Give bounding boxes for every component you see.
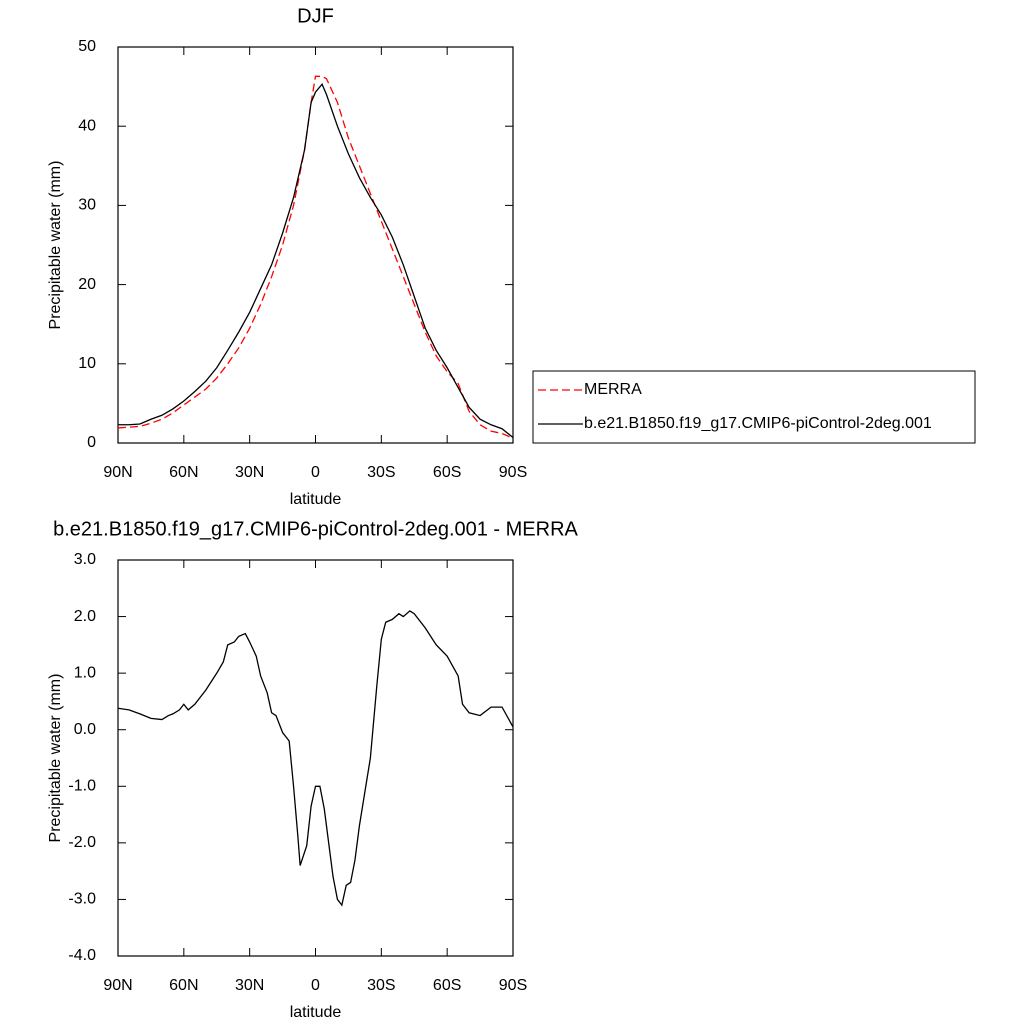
y-tick-label: 3.0 xyxy=(74,551,96,568)
y-tick-label: 0 xyxy=(87,434,96,451)
x-tick-label: 0 xyxy=(311,464,320,481)
y-tick-label: 20 xyxy=(78,276,96,293)
plot-frame xyxy=(117,559,514,957)
x-tick-label: 30S xyxy=(367,977,395,994)
data-line xyxy=(118,82,514,438)
legend-box xyxy=(532,370,976,444)
x-tick-label: 0 xyxy=(311,977,320,994)
y-tick-label: 50 xyxy=(78,38,96,55)
x-tick-label: 30S xyxy=(367,464,395,481)
x-tick-label: 60N xyxy=(169,977,198,994)
y-tick-label: 2.0 xyxy=(74,608,96,625)
x-tick-label: 30N xyxy=(235,464,264,481)
data-line xyxy=(117,75,514,439)
x-tick-label: 90S xyxy=(499,464,527,481)
y-tick-label: 1.0 xyxy=(74,664,96,681)
x-axis-label: latitude xyxy=(290,1004,342,1021)
plot-frame xyxy=(117,46,514,444)
y-tick-label: -3.0 xyxy=(68,891,96,908)
x-tick-label: 30N xyxy=(235,977,264,994)
x-tick-label: 60N xyxy=(169,464,198,481)
y-tick-label: 10 xyxy=(78,355,96,372)
x-tick-label: 60S xyxy=(433,977,461,994)
legend-label: b.e21.B1850.f19_g17.CMIP6-piControl-2deg… xyxy=(584,415,932,432)
x-tick-label: 90S xyxy=(499,977,527,994)
y-tick-label: -1.0 xyxy=(68,778,96,795)
y-tick-label: 30 xyxy=(78,197,96,214)
y-tick-label: -4.0 xyxy=(68,947,96,964)
y-axis-label: Precipitable water (mm) xyxy=(47,161,64,330)
x-axis-label: latitude xyxy=(290,491,342,508)
data-line xyxy=(117,610,514,907)
y-tick-label: 40 xyxy=(78,117,96,134)
chart-title: DJF xyxy=(297,5,334,27)
y-tick-label: -2.0 xyxy=(68,834,96,851)
x-tick-label: 90N xyxy=(103,977,132,994)
y-tick-label: 0.0 xyxy=(74,721,96,738)
x-tick-label: 60S xyxy=(433,464,461,481)
x-tick-label: 90N xyxy=(103,464,132,481)
legend-label: MERRA xyxy=(584,381,642,398)
y-axis-label: Precipitable water (mm) xyxy=(47,674,64,843)
chart-title: b.e21.B1850.f19_g17.CMIP6-piControl-2deg… xyxy=(53,518,578,540)
